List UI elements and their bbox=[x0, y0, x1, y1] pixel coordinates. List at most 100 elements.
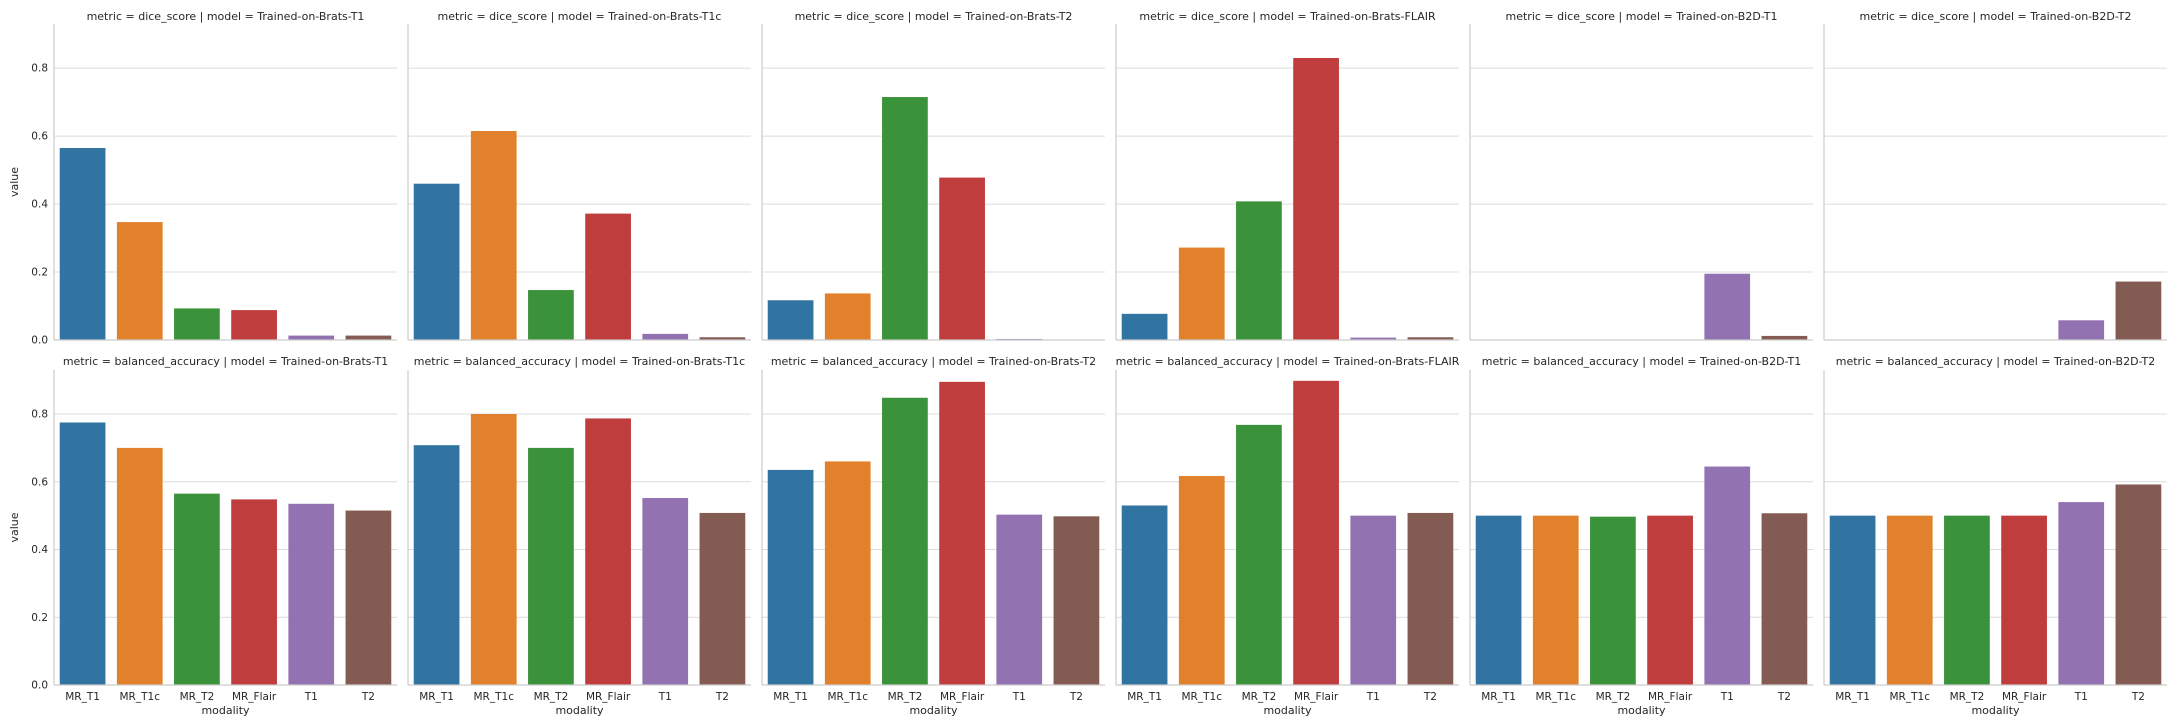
bar-mr-flair bbox=[585, 213, 631, 340]
panel-title: metric = dice_score | model = Trained-on… bbox=[1860, 10, 2132, 23]
x-tick-label: MR_T2 bbox=[1242, 691, 1277, 703]
x-tick-label: MR_Flair bbox=[232, 691, 277, 703]
bar-mr-t1 bbox=[59, 422, 106, 685]
facet-panel: metric = dice_score | model = Trained-on… bbox=[407, 10, 751, 341]
x-tick-label: MR_T2 bbox=[1596, 691, 1631, 703]
bar-t2 bbox=[1407, 337, 1454, 340]
y-tick-label: 0.0 bbox=[31, 335, 48, 347]
facet-panel: metric = dice_score | model = Trained-on… bbox=[1115, 10, 1459, 341]
bar-t1 bbox=[288, 335, 335, 340]
bar-t1 bbox=[2058, 502, 2105, 685]
x-axis-label: modality bbox=[201, 704, 250, 717]
bar-t2 bbox=[345, 335, 392, 340]
y-tick-label: 0.6 bbox=[31, 131, 48, 143]
x-tick-label: T2 bbox=[361, 691, 375, 703]
y-tick-label: 0.6 bbox=[31, 476, 48, 488]
bar-mr-t1c bbox=[1532, 515, 1579, 685]
x-tick-label: T1 bbox=[1720, 691, 1734, 703]
x-axis-label: modality bbox=[1971, 704, 2020, 717]
bar-mr-flair bbox=[939, 177, 985, 340]
bar-t1 bbox=[1704, 273, 1751, 340]
bar-mr-t2 bbox=[174, 493, 220, 685]
facet-panel: metric = balanced_accuracy | model = Tra… bbox=[761, 355, 1105, 717]
bar-t2 bbox=[699, 337, 746, 340]
y-tick-label: 0.8 bbox=[31, 409, 48, 421]
bar-t2 bbox=[1761, 513, 1808, 685]
facet-panel: metric = dice_score | model = Trained-on… bbox=[761, 10, 1105, 341]
x-tick-label: T1 bbox=[1012, 691, 1026, 703]
y-tick-label: 0.2 bbox=[31, 267, 48, 279]
y-tick-label: 0.4 bbox=[31, 544, 48, 556]
bar-mr-t1c bbox=[824, 293, 871, 340]
x-tick-label: T2 bbox=[1423, 691, 1437, 703]
panel-title: metric = balanced_accuracy | model = Tra… bbox=[414, 355, 745, 368]
panels-layer: metric = dice_score | model = Trained-on… bbox=[8, 10, 2167, 717]
facet-panel: metric = balanced_accuracy | model = Tra… bbox=[8, 355, 397, 717]
bar-mr-flair bbox=[585, 418, 631, 685]
bar-mr-flair bbox=[939, 381, 985, 685]
x-tick-label: MR_T1c bbox=[1890, 691, 1931, 703]
x-tick-label: T2 bbox=[1777, 691, 1791, 703]
bar-mr-t2 bbox=[1236, 424, 1282, 685]
bar-t1 bbox=[996, 514, 1043, 685]
panel-title: metric = balanced_accuracy | model = Tra… bbox=[1836, 355, 2156, 368]
x-tick-label: MR_T2 bbox=[534, 691, 569, 703]
bar-mr-t1c bbox=[824, 461, 871, 685]
panel-title: metric = balanced_accuracy | model = Tra… bbox=[63, 355, 388, 368]
bar-mr-flair bbox=[2001, 515, 2047, 685]
bar-mr-flair bbox=[231, 310, 277, 340]
bar-mr-t1 bbox=[413, 445, 460, 685]
y-tick-label: 0.8 bbox=[31, 63, 48, 75]
x-tick-label: MR_Flair bbox=[1294, 691, 1339, 703]
bar-mr-flair bbox=[1293, 380, 1339, 685]
bar-mr-flair bbox=[231, 499, 277, 685]
bar-t2 bbox=[1053, 516, 1100, 685]
bar-mr-t1c bbox=[1886, 515, 1933, 685]
bar-t1 bbox=[1350, 337, 1397, 340]
bar-mr-t1 bbox=[1121, 505, 1168, 685]
panel-title: metric = balanced_accuracy | model = Tra… bbox=[1116, 355, 1460, 368]
x-tick-label: T1 bbox=[2074, 691, 2088, 703]
y-axis-label: value bbox=[8, 167, 21, 197]
x-tick-label: MR_T1c bbox=[828, 691, 869, 703]
bar-mr-t1c bbox=[470, 131, 517, 340]
facet-panel: metric = dice_score | model = Trained-on… bbox=[8, 10, 397, 347]
panel-title: metric = dice_score | model = Trained-on… bbox=[795, 10, 1073, 23]
x-tick-label: T1 bbox=[304, 691, 318, 703]
bar-mr-t1 bbox=[767, 469, 814, 685]
bar-mr-t1c bbox=[470, 414, 517, 685]
x-tick-label: MR_Flair bbox=[1648, 691, 1693, 703]
bar-t2 bbox=[699, 512, 746, 685]
x-axis-label: modality bbox=[1617, 704, 1666, 717]
x-tick-label: MR_Flair bbox=[940, 691, 985, 703]
x-axis-label: modality bbox=[555, 704, 604, 717]
y-tick-label: 0.0 bbox=[31, 680, 48, 692]
y-tick-label: 0.2 bbox=[31, 612, 48, 624]
x-axis-label: modality bbox=[909, 704, 958, 717]
x-axis-label: modality bbox=[1263, 704, 1312, 717]
x-tick-label: MR_T1 bbox=[1835, 691, 1870, 703]
x-tick-label: MR_T1 bbox=[419, 691, 454, 703]
bar-t2 bbox=[1761, 335, 1808, 340]
x-tick-label: T2 bbox=[715, 691, 729, 703]
x-tick-label: MR_T1 bbox=[773, 691, 808, 703]
x-tick-label: MR_T1c bbox=[474, 691, 515, 703]
x-tick-label: MR_T2 bbox=[180, 691, 215, 703]
panel-title: metric = dice_score | model = Trained-on… bbox=[438, 10, 722, 23]
bar-t1 bbox=[2058, 320, 2105, 340]
bar-mr-t1 bbox=[1121, 313, 1168, 340]
bar-t2 bbox=[1407, 512, 1454, 685]
bar-mr-flair bbox=[1293, 57, 1339, 340]
bar-mr-t2 bbox=[1944, 515, 1990, 685]
bar-mr-t2 bbox=[882, 397, 928, 685]
y-axis-label: value bbox=[8, 512, 21, 542]
bar-mr-t1c bbox=[1178, 247, 1225, 340]
x-tick-label: MR_Flair bbox=[586, 691, 631, 703]
bar-t1 bbox=[1350, 515, 1397, 685]
x-tick-label: MR_T1c bbox=[120, 691, 161, 703]
bar-t2 bbox=[345, 510, 392, 685]
bar-mr-t2 bbox=[1590, 516, 1636, 685]
panel-title: metric = balanced_accuracy | model = Tra… bbox=[771, 355, 1096, 368]
bar-mr-flair bbox=[1647, 515, 1693, 685]
